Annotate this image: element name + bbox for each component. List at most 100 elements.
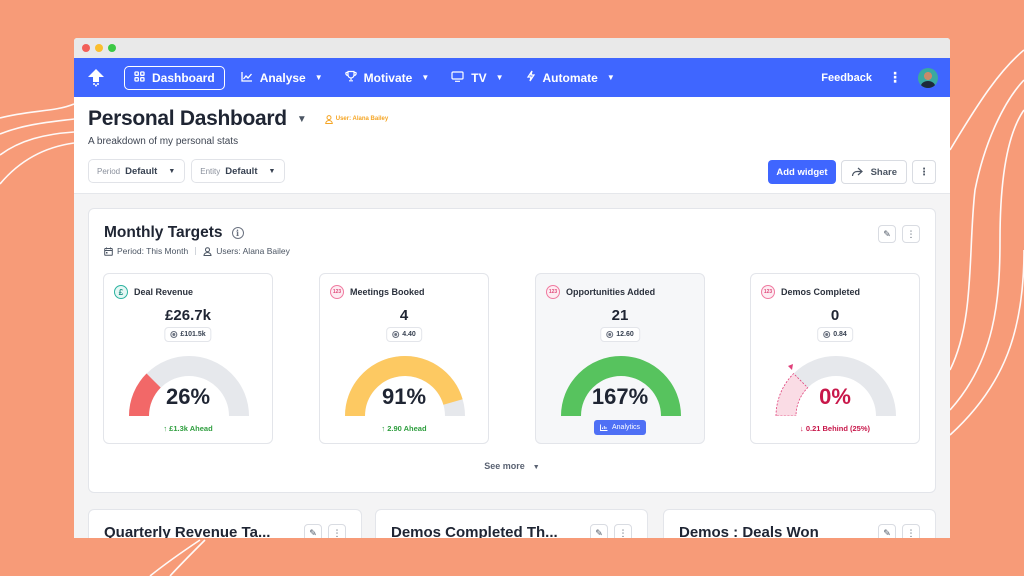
nav-automate[interactable]: Automate ▼ [526,66,615,90]
kpi-name: Deal Revenue [134,287,194,297]
target-icon [392,331,400,338]
pound-icon: £ [114,285,128,299]
kpi-percent: 91% [381,384,427,409]
widget-demos-completed: Demos Completed Th... ✎ ⋮ [375,509,648,538]
kpi-name: Demos Completed [781,287,861,297]
nav-dashboard[interactable]: Dashboard [124,65,225,90]
line-chart-icon [241,71,253,85]
top-navbar: Dashboard Analyse ▼ Motivate ▼ TV ▼ [74,58,950,97]
nav-tv[interactable]: TV ▼ [451,66,504,90]
maximize-window-button[interactable] [108,44,116,52]
widget-quarterly-revenue: Quarterly Revenue Ta... ✎ ⋮ [88,509,362,538]
kpi-target-value: 0.84 [833,331,847,338]
calendar-icon [104,247,113,256]
edit-widget-button[interactable]: ✎ [590,524,608,538]
see-more-label: See more [484,461,525,471]
widget-more-button[interactable]: ⋮ [328,524,346,538]
dashboard-switcher-caret-icon[interactable]: ▼ [296,113,307,125]
kpi-card-meetings-booked[interactable]: 123 Meetings Booked 4 4.40 91% ↑ 2.90 Ah… [319,273,489,444]
chevron-down-icon: ▼ [268,167,276,175]
entity-filter-label: Entity [200,166,221,176]
vertical-dots-icon[interactable]: ⋮ [888,69,902,85]
user-avatar-icon[interactable] [918,67,938,88]
share-arrow-icon [851,167,863,177]
kpi-target-badge: 12.60 [600,327,640,342]
chevron-down-icon: ▼ [168,167,176,175]
widget-more-button[interactable]: ⋮ [902,524,920,538]
edit-widget-button[interactable]: ✎ [878,524,896,538]
trophy-icon [344,70,357,85]
entity-filter-dropdown[interactable]: Entity Default ▼ [191,159,286,183]
nav-analyse[interactable]: Analyse ▼ [241,66,323,90]
kpi-gauge [128,356,249,416]
vertical-dots-icon: ⋮ [906,527,916,538]
see-more-button[interactable]: See more ▼ [89,461,935,471]
number-icon: 123 [546,285,560,299]
edit-widget-button[interactable]: ✎ [878,225,896,243]
vertical-dots-icon: ⋮ [332,527,342,538]
user-icon [203,246,212,256]
pencil-icon: ✎ [883,228,891,239]
kpi-percent: 26% [165,384,211,409]
widget-more-button[interactable]: ⋮ [902,225,920,243]
divider [195,247,197,255]
window-titlebar [74,38,950,58]
share-button[interactable]: Share [840,160,907,184]
add-widget-button[interactable]: Add widget [768,160,836,184]
vertical-dots-icon: ⋮ [906,228,916,239]
user-icon [324,114,333,124]
page-subtitle: A breakdown of my personal stats [88,136,239,147]
chevron-down-icon: ▼ [606,73,615,82]
close-window-button[interactable] [82,44,90,52]
period-filter-value: Default [125,165,158,177]
vertical-dots-icon: ⋮ [919,166,929,178]
widget-title: Quarterly Revenue Ta... [104,524,271,538]
kpi-percent: 0% [819,384,851,409]
kpi-status: ↓ 0.21 Behind (25%) [799,424,871,433]
kpi-target-value: £101.5k [180,331,206,338]
number-icon: 123 [330,285,344,299]
kpi-percent: 167% [591,384,649,409]
widget-period: Period: This Month [117,246,189,256]
kpi-gauge [345,356,465,416]
number-icon: 123 [761,285,775,299]
kpi-value: 21 [611,307,629,324]
arrow-up-logo-icon[interactable] [86,67,106,89]
kpi-target-badge: 4.40 [386,327,422,342]
edit-widget-button[interactable]: ✎ [304,524,322,538]
widget-title: Demos Completed Th... [391,524,558,538]
widget-title: Demos : Deals Won [679,524,819,538]
entity-filter-value: Default [225,165,258,177]
monthly-targets-widget: Monthly Targets i Period: This Month Use… [88,208,936,493]
page-header: Personal Dashboard ▼ User: Alana Bailey … [74,97,950,194]
kpi-card-deal-revenue[interactable]: £ Deal Revenue £26.7k £101.5k 26% ↑ £1.3… [103,273,273,444]
monitor-icon [451,70,464,85]
nav-motivate-label: Motivate [363,70,413,85]
feedback-link[interactable]: Feedback [821,71,872,84]
nav-motivate[interactable]: Motivate ▼ [344,66,430,90]
kpi-gauge [775,356,896,416]
analytics-button[interactable]: Analytics [593,420,647,435]
nav-automate-label: Automate [542,70,598,85]
period-filter-dropdown[interactable]: Period Default ▼ [88,159,186,183]
kpi-target-value: 12.60 [616,331,634,338]
widget-more-button[interactable]: ⋮ [614,524,632,538]
chevron-down-icon: ▼ [421,73,430,82]
info-icon[interactable]: i [231,227,244,239]
kpi-card-opportunities-added[interactable]: 123 Opportunities Added 21 12.60 167% An… [535,273,705,444]
kpi-name: Meetings Booked [350,287,425,297]
lightning-icon [526,70,536,85]
user-chip[interactable]: User: Alana Bailey [324,114,388,124]
browser-window: Dashboard Analyse ▼ Motivate ▼ TV ▼ [74,38,950,538]
target-icon [606,331,614,338]
more-options-button[interactable]: ⋮ [912,160,936,184]
kpi-name: Opportunities Added [566,287,656,297]
minimize-window-button[interactable] [95,44,103,52]
kpi-gauge [561,356,681,416]
chevron-down-icon: ▼ [314,73,323,82]
pencil-icon: ✎ [309,527,317,538]
widget-users: Users: Alana Bailey [216,246,290,256]
chevron-down-icon: ▼ [532,464,540,471]
kpi-card-demos-completed[interactable]: 123 Demos Completed 0 0.84 0% ↓ 0.21 Beh… [750,273,920,444]
